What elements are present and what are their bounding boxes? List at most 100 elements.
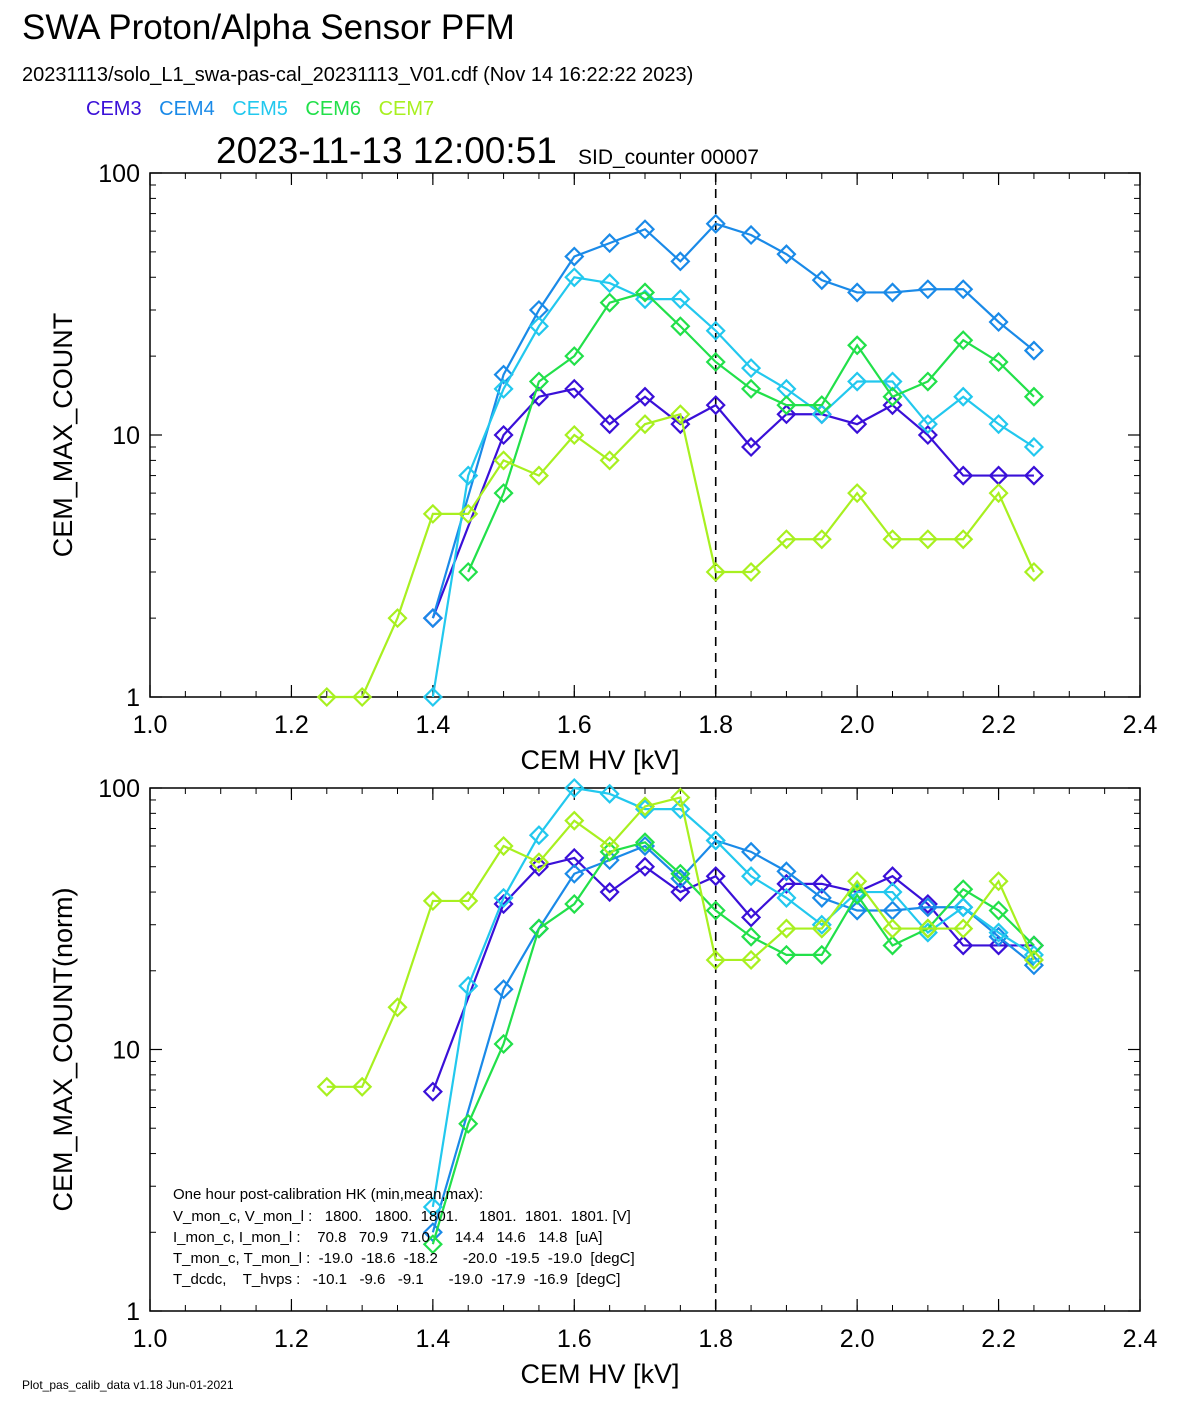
series-line-cem6 — [467, 291, 1035, 573]
data-point — [741, 224, 762, 246]
data-point — [705, 395, 726, 416]
data-point — [705, 213, 726, 234]
data-point — [422, 1081, 443, 1102]
data-point — [493, 835, 514, 857]
footer-version: Plot_pas_calib_data v1.18 Jun-01-2021 — [22, 1378, 234, 1392]
data-point — [670, 882, 691, 903]
data-point — [953, 386, 974, 407]
y-axis-label: CEM_MAX_COUNT(norm) — [48, 887, 78, 1211]
series-line-cem6 — [431, 841, 1035, 1245]
data-point — [705, 866, 726, 887]
data-point — [422, 608, 443, 629]
data-point — [670, 251, 691, 272]
data-point — [847, 900, 868, 921]
data-point — [741, 926, 762, 947]
data-point — [917, 918, 938, 939]
data-point — [599, 233, 620, 254]
data-point — [988, 922, 1009, 943]
data-point — [670, 787, 691, 808]
legend-cem5: CEM5 — [232, 98, 288, 120]
data-point — [882, 371, 903, 392]
x-tick-label: 1.2 — [274, 711, 309, 739]
data-point — [917, 893, 938, 915]
data-point — [564, 810, 585, 831]
x-axis-label: CEM HV [kV] — [520, 1359, 679, 1389]
data-point — [422, 1196, 443, 1217]
data-point — [811, 887, 832, 908]
data-point — [564, 378, 585, 399]
data-point — [1023, 935, 1044, 956]
hk-row: T_mon_c, T_mon_l : -19.0 -18.6 -18.2 -20… — [173, 1250, 635, 1267]
x-tick-label: 1.8 — [698, 711, 733, 739]
data-point — [953, 918, 974, 939]
x-tick-label: 2.0 — [840, 1325, 875, 1353]
data-point — [811, 404, 832, 425]
data-point — [705, 561, 726, 583]
hk-row: V_mon_c, V_mon_l : 1800. 1800. 1801. 180… — [173, 1208, 631, 1225]
data-point — [599, 850, 620, 871]
data-point — [422, 1234, 443, 1255]
data-point — [528, 918, 549, 939]
legend-cem3: CEM3 — [86, 98, 142, 120]
series-cem4 — [422, 830, 1044, 1243]
series-cem4 — [422, 213, 1044, 629]
data-point — [776, 529, 797, 550]
series-cem7 — [316, 787, 1044, 1097]
data-point — [1023, 944, 1044, 965]
y-tick-label: 1 — [126, 684, 140, 712]
data-point — [882, 395, 903, 416]
series-line-cem4 — [431, 839, 1035, 1233]
page-title: SWA Proton/Alpha Sensor PFM — [22, 8, 515, 47]
data-point — [776, 944, 797, 965]
x-tick-label: 2.2 — [981, 1325, 1016, 1353]
data-point — [670, 863, 691, 884]
file-subtitle: 20231113/solo_L1_swa-pas-cal_20231113_V0… — [22, 64, 694, 86]
data-point — [528, 465, 549, 486]
data-point — [564, 267, 585, 288]
data-point — [811, 944, 832, 965]
x-tick-label: 1.4 — [415, 711, 450, 739]
y-tick-label: 100 — [98, 775, 140, 803]
x-tick-label: 2.0 — [840, 711, 875, 739]
data-point — [776, 404, 797, 425]
legend-cem6: CEM6 — [305, 98, 361, 120]
data-point — [528, 825, 549, 846]
data-point — [953, 935, 974, 956]
data-point — [953, 879, 974, 900]
data-point — [528, 371, 549, 392]
data-point — [776, 395, 797, 416]
data-point — [352, 1076, 373, 1097]
data-point — [1023, 436, 1044, 458]
data-point — [528, 316, 549, 337]
data-point — [705, 949, 726, 971]
data-point — [564, 346, 585, 367]
y-tick-label: 10 — [112, 1037, 140, 1065]
series-cem3 — [422, 378, 1044, 629]
data-point — [988, 900, 1009, 921]
x-tick-label: 1.6 — [557, 711, 592, 739]
data-point — [776, 873, 797, 894]
data-point — [458, 561, 479, 583]
data-point — [493, 378, 514, 399]
x-tick-label: 1.2 — [274, 1325, 309, 1353]
data-point — [741, 907, 762, 928]
data-point — [917, 414, 938, 435]
y-axis-label: CEM_MAX_COUNT — [48, 313, 78, 558]
series-cem3 — [422, 847, 1044, 1102]
hk-row: T_dcdc, T_hvps : -10.1 -9.6 -9.1 -19.0 -… — [173, 1271, 620, 1288]
series-line-cem3 — [431, 387, 1034, 619]
x-tick-label: 1.4 — [415, 1325, 450, 1353]
data-point — [599, 414, 620, 435]
data-point — [811, 873, 832, 894]
data-point — [988, 351, 1009, 373]
data-point — [564, 424, 585, 446]
series-line-cem7 — [326, 412, 1035, 699]
data-point — [599, 835, 620, 857]
data-point — [1023, 465, 1044, 486]
data-point — [634, 282, 656, 303]
data-point — [882, 529, 903, 550]
data-point — [352, 686, 373, 708]
data-point — [741, 561, 762, 583]
data-point — [988, 414, 1009, 435]
timestamp: 2023-11-13 12:00:51 — [216, 130, 557, 171]
